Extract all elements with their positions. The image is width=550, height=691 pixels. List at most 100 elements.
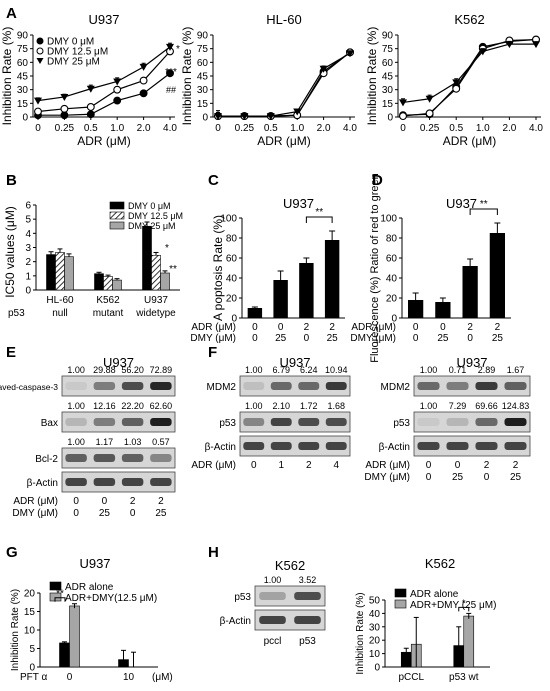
band-quant: 10.94: [325, 365, 348, 375]
row-value: 2: [329, 322, 335, 333]
blot-strip: [254, 609, 326, 631]
blot-band: [93, 382, 116, 390]
category-label: U937: [144, 295, 168, 306]
band-quant: 1.17: [96, 437, 114, 447]
x-tick-label: 0.5: [84, 123, 98, 134]
legend-swatch: [49, 581, 62, 591]
data-point: [166, 43, 174, 51]
y-tick-label: 80: [386, 234, 398, 245]
row-value: 25: [99, 508, 111, 519]
bar: [112, 279, 122, 291]
x-tick-label: 1.0: [290, 123, 304, 134]
band-quant: 1.72: [300, 401, 318, 411]
row-value: 2: [513, 460, 519, 471]
series-line-1: [402, 38, 537, 117]
y-tick-label: 90: [197, 31, 209, 42]
y-tick-label: 100: [380, 214, 397, 225]
data-point: [319, 65, 328, 73]
y-tick-label: 15: [17, 99, 29, 110]
bar: [46, 254, 56, 291]
chart-title: U937: [283, 196, 314, 211]
row-value: 25: [155, 508, 167, 519]
blot-band: [150, 382, 172, 390]
x-tick-label: 0.5: [264, 123, 278, 134]
y-tick-label: 20: [369, 636, 381, 647]
blot-band: [475, 382, 498, 390]
blot-band: [93, 454, 116, 462]
blot-band: [298, 418, 320, 426]
y-tick-label: 60: [17, 58, 29, 69]
data-point: [399, 112, 407, 121]
y-tick-label: 50: [369, 596, 381, 607]
blot-band: [259, 616, 286, 624]
blot-band: [294, 592, 321, 600]
y-axis-label: Fluorescence (%) Ratio of red to green: [369, 173, 381, 363]
y-tick-label: 30: [382, 85, 394, 96]
blot-band: [504, 442, 527, 450]
blot-band: [65, 454, 87, 462]
legend-label: DMY 0 μM: [47, 37, 94, 48]
y-tick-label: 75: [197, 44, 209, 55]
panel-letter: D: [372, 172, 383, 189]
x-tick-label: 2.0: [502, 123, 516, 134]
bar: [489, 233, 506, 318]
y-tick-label: 1: [25, 271, 31, 282]
y-tick-label: 2: [25, 257, 31, 268]
blot-strip: [413, 375, 531, 397]
blot-band: [298, 382, 320, 390]
row-value: 25: [510, 472, 522, 483]
bar: [69, 605, 80, 668]
significance-bracket: [54, 597, 66, 602]
blot-strip: [254, 585, 326, 607]
data-point: [478, 48, 487, 56]
legend-label: ADR alone: [65, 582, 114, 593]
y-axis-label: Inhibition Rate (%): [0, 27, 14, 126]
bar: [299, 263, 314, 318]
band-quant: 1.00: [245, 401, 263, 411]
blot-strip: [61, 375, 176, 397]
data-point: [60, 111, 69, 120]
y-tick-label: 60: [197, 58, 209, 69]
y-tick-label: 20: [226, 294, 238, 305]
band-quant: 62.60: [150, 401, 173, 411]
category-sub-label: widetype: [135, 308, 176, 319]
data-point: [60, 104, 69, 113]
series-line-0: [38, 72, 171, 116]
y-tick-label: 90: [382, 31, 394, 42]
y-tick-label: 6: [25, 201, 31, 212]
legend-label: DMY 12.5 μM: [128, 211, 183, 221]
legend-label: DMY 25 μM: [128, 221, 176, 231]
blot-band: [270, 382, 292, 390]
y-tick-label: 60: [386, 254, 398, 265]
bar: [407, 300, 424, 318]
legend-swatch: [394, 599, 407, 609]
bar: [142, 225, 152, 291]
data-point: [452, 79, 461, 87]
blot-band: [259, 592, 286, 600]
data-point: [425, 109, 434, 118]
x-tick-label: 4.0: [343, 123, 357, 134]
row-value: 2: [495, 322, 501, 333]
band-label: Bax: [41, 418, 58, 429]
data-point: [86, 85, 95, 93]
significance-mark: *: [176, 44, 180, 55]
data-point: [60, 93, 69, 101]
band-quant: 29.88: [93, 365, 116, 375]
row-label: DMY (μM): [364, 472, 410, 483]
blot-strip: [61, 411, 176, 433]
blot-band: [475, 418, 498, 426]
blot-band: [93, 418, 116, 426]
series-line-1: [37, 50, 171, 113]
band-quant: 72.89: [150, 365, 173, 375]
band-label: β-Actin: [220, 616, 251, 627]
data-point: [34, 107, 42, 116]
y-tick-label: 75: [382, 44, 394, 55]
y-tick-label: 5: [25, 215, 31, 226]
x-tick-label: 0.25: [235, 123, 255, 134]
panel-letter: A: [6, 5, 17, 22]
row-label: ADR (μM): [351, 322, 396, 333]
bar: [64, 256, 74, 291]
row-label: ADR (μM): [365, 460, 410, 471]
significance-bracket: [305, 216, 333, 223]
